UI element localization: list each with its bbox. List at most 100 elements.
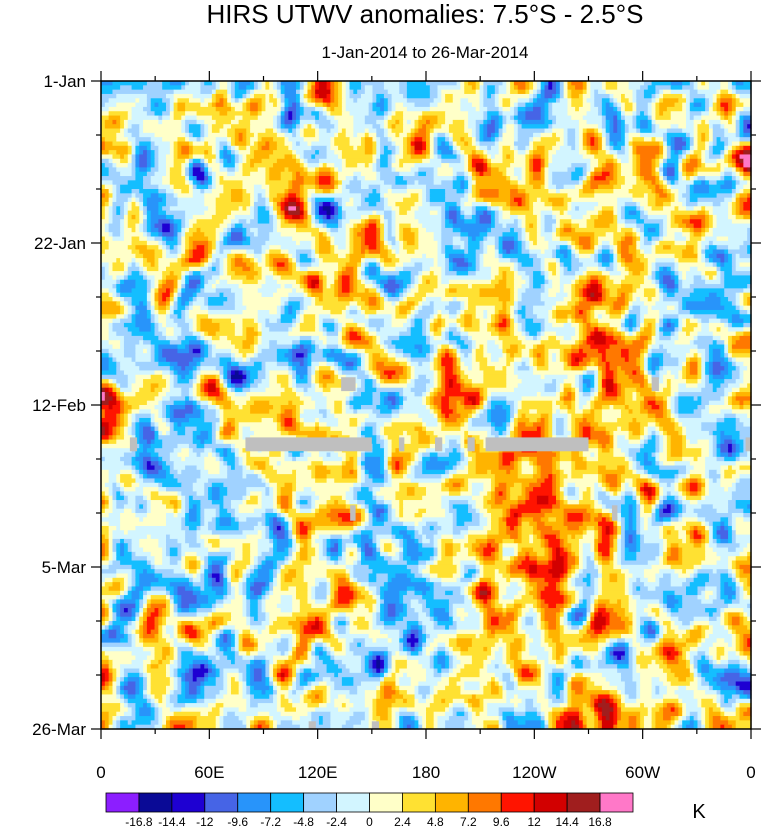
heatmap-cell — [674, 214, 691, 220]
heatmap-cell — [441, 240, 454, 246]
heatmap-cell — [475, 163, 484, 168]
heatmap-cell — [716, 102, 722, 108]
heatmap-cell — [731, 171, 737, 177]
heatmap-cell — [705, 232, 714, 238]
heatmap-cell — [624, 119, 634, 125]
heatmap-cell — [533, 223, 538, 229]
heatmap-cell — [705, 106, 710, 112]
heatmap-cell — [437, 145, 450, 151]
heatmap-cell — [361, 214, 370, 220]
heatmap-cell — [663, 93, 683, 99]
heatmap-cell — [468, 184, 473, 190]
heatmap-cell — [139, 301, 144, 307]
heatmap-cell — [108, 245, 129, 251]
heatmap-cell — [131, 214, 137, 220]
heatmap-cell — [192, 232, 205, 238]
heatmap-cell — [410, 154, 427, 160]
heatmap-cell — [506, 279, 515, 285]
heatmap-cell — [380, 150, 385, 156]
heatmap-cell — [299, 253, 309, 259]
heatmap-cell — [468, 115, 484, 121]
heatmap-cell — [571, 176, 580, 181]
heatmap-cell — [368, 201, 377, 207]
heatmap-cell — [391, 93, 404, 99]
heatmap-cell — [200, 322, 221, 328]
heatmap-cell — [578, 279, 588, 285]
heatmap-cell — [586, 119, 603, 125]
heatmap-cell — [701, 236, 706, 242]
heatmap-cell — [131, 171, 137, 177]
heatmap-cell — [338, 279, 343, 285]
heatmap-cell — [169, 309, 175, 315]
heatmap-cell — [162, 197, 167, 203]
heatmap-cell — [632, 137, 645, 143]
heatmap-cell — [353, 132, 358, 138]
heatmap-cell — [712, 141, 718, 147]
heatmap-cell — [682, 106, 687, 112]
heatmap-cell — [376, 297, 381, 302]
heatmap-cell — [433, 232, 442, 238]
heatmap-cell — [188, 158, 194, 164]
heatmap-cell — [521, 119, 546, 125]
heatmap-cell — [686, 189, 691, 194]
heatmap-cell — [406, 189, 423, 194]
heatmap-cell — [494, 275, 504, 281]
heatmap-cell — [391, 318, 408, 324]
heatmap-cell — [529, 98, 534, 104]
heatmap-cell — [464, 314, 473, 320]
heatmap-cell — [288, 98, 297, 104]
heatmap-cell — [223, 236, 228, 242]
heatmap-cell — [364, 258, 377, 264]
heatmap-cell — [601, 262, 611, 268]
heatmap-cell — [674, 219, 683, 225]
heatmap-cell — [647, 119, 653, 125]
heatmap-cell — [578, 258, 595, 264]
heatmap-cell — [491, 201, 507, 207]
heatmap-cell — [605, 158, 614, 164]
heatmap-cell — [613, 232, 626, 238]
heatmap-cell — [433, 141, 439, 147]
heatmap-cell — [250, 193, 255, 199]
heatmap-cell — [410, 132, 416, 138]
heatmap-cell — [735, 154, 741, 160]
heatmap-cell — [368, 262, 377, 268]
heatmap-cell — [712, 98, 718, 104]
heatmap-cell — [269, 249, 282, 255]
heatmap-cell — [403, 236, 416, 242]
heatmap-cell — [475, 145, 481, 151]
heatmap-cell — [341, 167, 374, 173]
heatmap-cell — [288, 206, 297, 212]
heatmap-cell — [146, 245, 159, 251]
heatmap-cell — [651, 297, 660, 302]
heatmap-cell — [483, 163, 488, 168]
heatmap-cell — [383, 266, 397, 272]
heatmap-cell — [399, 232, 404, 238]
heatmap-cell — [517, 189, 527, 194]
heatmap-cell — [494, 119, 500, 125]
heatmap-cell — [292, 271, 309, 276]
heatmap-cell — [166, 154, 175, 160]
heatmap-cell — [590, 106, 599, 112]
heatmap-cell — [143, 253, 156, 259]
heatmap-cell — [276, 206, 282, 212]
heatmap-cell — [621, 210, 626, 216]
heatmap-cell — [655, 98, 660, 104]
heatmap-cell — [448, 214, 458, 220]
heatmap-cell — [441, 223, 446, 229]
heatmap-cell — [502, 115, 507, 121]
heatmap-cell — [624, 206, 637, 212]
heatmap-cell — [448, 219, 454, 225]
heatmap-cell — [322, 201, 332, 207]
heatmap-cell — [670, 85, 683, 91]
heatmap-cell — [101, 81, 114, 86]
heatmap-cell — [594, 223, 611, 229]
heatmap-cell — [563, 271, 576, 276]
heatmap-cell — [728, 253, 733, 259]
heatmap-cell — [491, 318, 496, 324]
heatmap-cell — [131, 314, 137, 320]
heatmap-cell — [173, 292, 179, 298]
heatmap-cell — [383, 214, 393, 220]
heatmap-cell — [502, 305, 507, 311]
heatmap-cell — [728, 158, 733, 164]
heatmap-cell — [395, 309, 400, 315]
